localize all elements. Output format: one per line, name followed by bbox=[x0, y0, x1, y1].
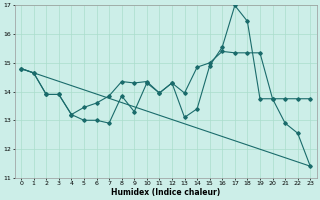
X-axis label: Humidex (Indice chaleur): Humidex (Indice chaleur) bbox=[111, 188, 220, 197]
